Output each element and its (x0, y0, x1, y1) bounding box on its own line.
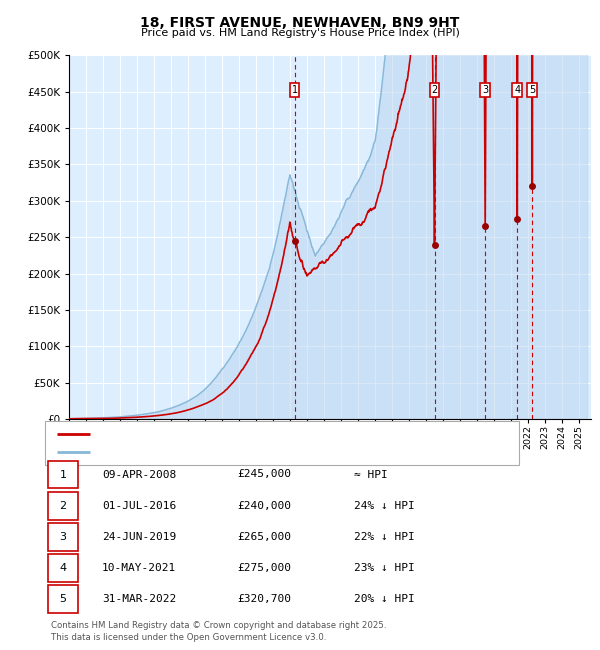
Text: ≈ HPI: ≈ HPI (354, 469, 388, 480)
Text: £265,000: £265,000 (237, 532, 291, 542)
Text: 3: 3 (59, 532, 67, 542)
Text: 24% ↓ HPI: 24% ↓ HPI (354, 500, 415, 511)
Text: Contains HM Land Registry data © Crown copyright and database right 2025.
This d: Contains HM Land Registry data © Crown c… (51, 621, 386, 642)
Text: 22% ↓ HPI: 22% ↓ HPI (354, 532, 415, 542)
Text: 20% ↓ HPI: 20% ↓ HPI (354, 594, 415, 604)
Text: 23% ↓ HPI: 23% ↓ HPI (354, 563, 415, 573)
Text: 24-JUN-2019: 24-JUN-2019 (102, 532, 176, 542)
Text: £320,700: £320,700 (237, 594, 291, 604)
Text: £275,000: £275,000 (237, 563, 291, 573)
Text: 18, FIRST AVENUE, NEWHAVEN, BN9 9HT (semi-detached house): 18, FIRST AVENUE, NEWHAVEN, BN9 9HT (sem… (94, 430, 410, 439)
Text: 31-MAR-2022: 31-MAR-2022 (102, 594, 176, 604)
Text: 5: 5 (529, 85, 535, 95)
Text: 18, FIRST AVENUE, NEWHAVEN, BN9 9HT: 18, FIRST AVENUE, NEWHAVEN, BN9 9HT (140, 16, 460, 31)
Text: 01-JUL-2016: 01-JUL-2016 (102, 500, 176, 511)
Text: 4: 4 (514, 85, 520, 95)
Text: 09-APR-2008: 09-APR-2008 (102, 469, 176, 480)
Text: Price paid vs. HM Land Registry's House Price Index (HPI): Price paid vs. HM Land Registry's House … (140, 28, 460, 38)
Text: 2: 2 (431, 85, 437, 95)
Text: 1: 1 (292, 85, 298, 95)
Text: 1: 1 (59, 469, 67, 480)
Text: HPI: Average price, semi-detached house, Lewes: HPI: Average price, semi-detached house,… (94, 447, 332, 457)
Text: £240,000: £240,000 (237, 500, 291, 511)
Text: £245,000: £245,000 (237, 469, 291, 480)
Text: 5: 5 (59, 594, 67, 604)
Text: 10-MAY-2021: 10-MAY-2021 (102, 563, 176, 573)
Text: 2: 2 (59, 500, 67, 511)
Text: 3: 3 (482, 85, 488, 95)
Text: 4: 4 (59, 563, 67, 573)
